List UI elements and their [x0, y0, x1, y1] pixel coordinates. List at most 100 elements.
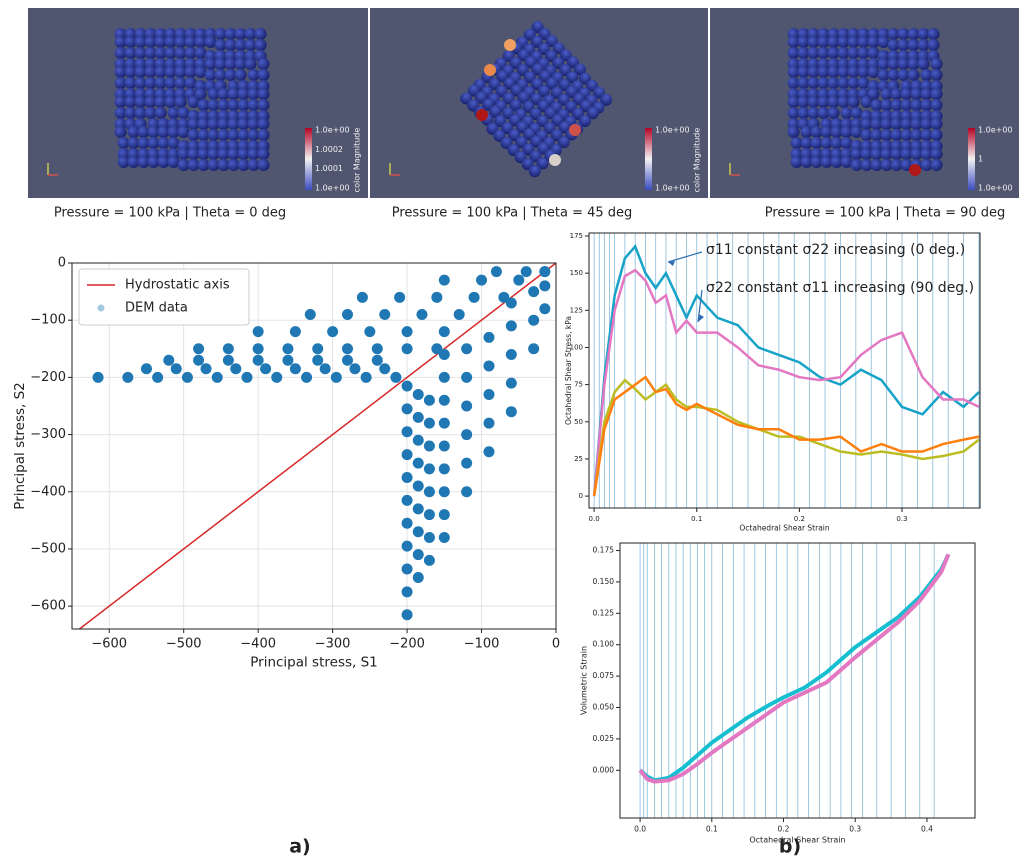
particle: [174, 36, 187, 48]
particle: [227, 148, 240, 160]
particle: [870, 159, 883, 171]
particle: [917, 39, 930, 51]
scatter-point: [505, 297, 517, 309]
x-tick-label: 0.1: [691, 515, 702, 523]
particle: [790, 156, 803, 168]
scatter-point: [271, 371, 283, 383]
particle: [114, 66, 127, 78]
particle: [870, 118, 883, 130]
particle: [187, 159, 200, 171]
x-axis-label: Octahedral Shear Strain: [739, 524, 829, 533]
particle: [907, 58, 920, 70]
scatter-point: [461, 371, 473, 383]
particle: [144, 36, 157, 48]
particle: [810, 137, 823, 149]
particle: [187, 118, 200, 130]
scatter-point: [498, 291, 510, 303]
scatter-point: [181, 371, 193, 383]
scatter-point: [222, 354, 234, 366]
x-tick-label: −400: [240, 637, 276, 652]
scatter-point: [438, 509, 450, 521]
scatter-point: [528, 343, 540, 355]
y-tick-label: −400: [30, 484, 66, 499]
particle: [827, 96, 840, 108]
scatter-point: [461, 429, 473, 441]
particle: [867, 66, 880, 78]
scatter-point: [401, 326, 413, 338]
particle: [237, 148, 250, 160]
particle: [204, 36, 217, 48]
particle: [167, 137, 180, 149]
scatter-point: [461, 400, 473, 412]
scatter-point: [505, 377, 517, 389]
particle: [900, 99, 913, 111]
y-tick-label: −500: [30, 541, 66, 556]
y-tick-label: 100: [570, 343, 583, 351]
y-tick-label: 175: [570, 232, 583, 240]
particle: [880, 129, 893, 141]
particle: [137, 137, 150, 149]
particle: [207, 118, 220, 130]
particle: [227, 159, 240, 171]
particle: [578, 115, 591, 128]
scatter-point: [505, 320, 517, 332]
particle: [930, 88, 943, 100]
particle: [254, 28, 267, 40]
particle: [114, 36, 127, 48]
scatter-point: [412, 434, 424, 446]
scatter-point: [401, 517, 413, 529]
panel-label: b): [779, 836, 801, 858]
particle: [504, 39, 516, 51]
scatter-point: [260, 363, 272, 375]
scatter-point: [520, 266, 532, 278]
scatter-point: [423, 532, 435, 543]
particle: [820, 156, 833, 168]
particle: [117, 156, 130, 168]
x-tick-label: 0: [552, 637, 560, 652]
scatter-point: [528, 314, 540, 326]
scatter-point: [282, 343, 294, 355]
particle: [537, 85, 550, 98]
particle: [887, 28, 900, 40]
particle: [224, 28, 237, 40]
series-line: [78, 263, 556, 629]
scatter-point: [289, 326, 301, 338]
particle: [840, 156, 853, 168]
scatter-point: [371, 354, 383, 366]
colorbar-title: color Magnitude: [693, 128, 702, 193]
render-caption: Pressure = 100 kPa | Theta = 0 deg: [54, 206, 286, 221]
particle: [124, 77, 137, 89]
particle: [797, 96, 810, 108]
scatter-point: [342, 308, 354, 320]
scatter-point: [401, 563, 413, 575]
particle: [800, 156, 813, 168]
particle: [800, 137, 813, 149]
particle: [787, 47, 800, 59]
scatter-point: [401, 540, 413, 552]
particle: [807, 66, 820, 78]
particle: [817, 36, 830, 48]
y-tick-label: 50: [574, 418, 583, 426]
particle: [187, 148, 200, 160]
scatter-point: [394, 291, 406, 303]
plot-area: [72, 263, 556, 629]
particle: [134, 77, 147, 89]
particle: [187, 96, 200, 108]
particle: [217, 118, 230, 130]
scatter-point: [431, 291, 443, 303]
particle: [214, 28, 227, 40]
x-tick-label: 0.3: [896, 515, 907, 523]
particle: [134, 66, 147, 78]
particle: [850, 107, 863, 119]
particle: [134, 96, 147, 108]
particle: [257, 118, 270, 130]
particle: [877, 58, 890, 70]
particle: [810, 156, 823, 168]
particle: [787, 36, 800, 48]
plot-frame: [619, 542, 976, 819]
particle: [234, 28, 247, 40]
particle: [880, 148, 893, 160]
particle: [154, 96, 167, 108]
particle: [114, 77, 127, 89]
